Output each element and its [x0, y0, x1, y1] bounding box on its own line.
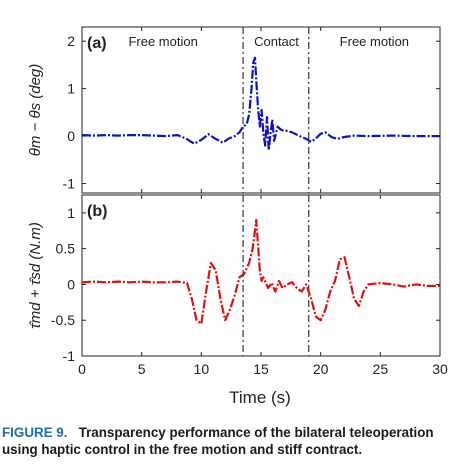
- x-axis-label: Time (s): [229, 388, 291, 407]
- y-tick-label: 0: [67, 276, 75, 292]
- panel-a-chart: -1 0 1 2 Free motion Contact Free motion (a) θm …: [27, 26, 441, 194]
- panel-b-chart: -1-0.500.510 5 10 15 20 25 30(b)τ̂md + τ̂sd (N…: [27, 194, 448, 377]
- series-line: [81, 218, 440, 325]
- caption-line-1: FIGURE 9. Transparency performance of th…: [2, 424, 472, 441]
- x-tick-label: 10: [194, 361, 210, 377]
- y-tick-label: 0: [67, 128, 75, 144]
- x-tick-label: 20: [313, 361, 329, 377]
- x-tick-label: 15: [253, 361, 269, 377]
- phase-label: Free motion: [128, 34, 197, 49]
- caption-line-2: using haptic control in the free motion …: [2, 442, 363, 457]
- y-axis-label: τ̂md + τ̂sd (N.m): [27, 222, 44, 329]
- x-tick-label: 5: [138, 361, 146, 377]
- y-tick-label: -1: [63, 176, 76, 192]
- x-tick-label: 30: [432, 361, 448, 377]
- y-tick-label: 0.5: [56, 241, 76, 257]
- series-line: [81, 56, 440, 152]
- plot-frame: [81, 194, 441, 357]
- figure-caption: FIGURE 9. Transparency performance of th…: [2, 424, 472, 458]
- phase-label: Contact: [254, 34, 299, 49]
- y-tick-label: -1: [63, 348, 76, 364]
- y-tick-label: 2: [67, 33, 75, 49]
- phase-label: Free motion: [340, 34, 409, 49]
- panel-label: (a): [87, 35, 107, 52]
- x-tick-label: 0: [78, 361, 86, 377]
- panel-label: (b): [87, 203, 107, 220]
- y-tick-label: 1: [67, 81, 75, 97]
- caption-text-1: Transparency performance of the bilatera…: [78, 425, 434, 440]
- y-tick-label: -0.5: [51, 312, 75, 328]
- caption-label: FIGURE 9.: [2, 425, 68, 440]
- x-tick-label: 25: [373, 361, 389, 377]
- y-axis-label: θm − θs (deg): [27, 64, 44, 157]
- y-tick-label: 1: [67, 205, 75, 221]
